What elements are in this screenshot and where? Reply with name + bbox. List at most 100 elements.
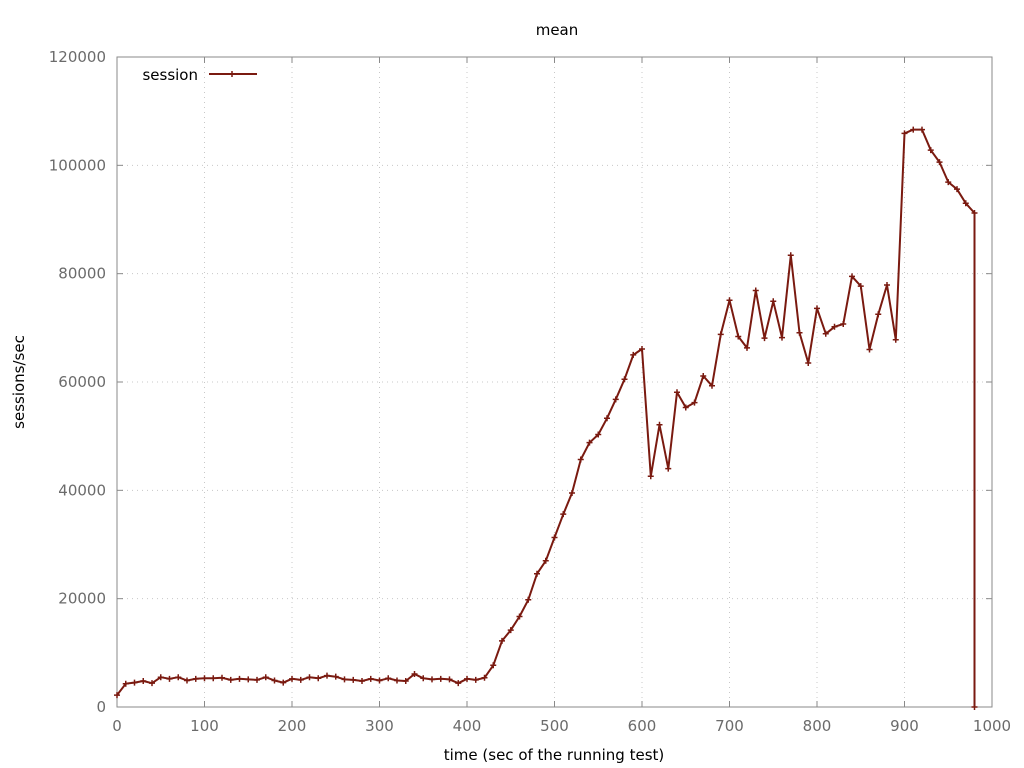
data-point xyxy=(455,680,462,687)
data-point xyxy=(577,456,584,463)
data-point xyxy=(446,676,453,683)
x-tick-label: 300 xyxy=(365,717,394,735)
data-point xyxy=(184,677,190,684)
data-point xyxy=(534,570,540,577)
data-point xyxy=(621,376,628,383)
data-point xyxy=(840,321,847,328)
data-point xyxy=(700,373,707,380)
data-point xyxy=(420,675,427,682)
series-layer xyxy=(114,126,978,710)
data-point xyxy=(131,679,138,686)
legend-marker-session xyxy=(229,71,235,77)
data-point xyxy=(945,179,952,186)
data-point xyxy=(682,404,689,411)
y-tick-labels: 0 20000 40000 60000 80000 100000 120000 xyxy=(49,48,106,716)
y-tick-label: 120000 xyxy=(49,48,106,66)
data-point xyxy=(831,323,838,330)
data-point xyxy=(297,676,304,683)
data-point xyxy=(376,677,383,684)
data-point xyxy=(359,678,365,684)
data-point xyxy=(735,333,742,340)
data-point xyxy=(761,335,768,342)
data-point xyxy=(114,692,120,699)
data-point xyxy=(805,360,812,367)
data-point xyxy=(551,534,558,541)
data-point xyxy=(560,511,567,518)
data-point xyxy=(849,273,855,280)
grid-lines xyxy=(117,57,992,707)
data-point xyxy=(884,282,890,289)
x-tick-label: 1000 xyxy=(973,717,1011,735)
y-tick-label: 20000 xyxy=(58,590,106,608)
data-point xyxy=(919,126,925,133)
data-point xyxy=(612,396,619,403)
data-point xyxy=(857,283,864,290)
data-point xyxy=(866,346,873,353)
legend: session xyxy=(142,66,257,84)
data-point xyxy=(227,676,234,683)
data-point xyxy=(490,662,497,669)
data-point xyxy=(647,473,654,480)
data-point xyxy=(674,389,680,396)
data-point xyxy=(954,186,960,193)
x-tick-label: 700 xyxy=(715,717,744,735)
data-point xyxy=(219,674,225,681)
x-tick-label: 900 xyxy=(890,717,919,735)
data-point xyxy=(630,351,637,358)
data-point xyxy=(927,147,934,154)
data-point xyxy=(910,126,917,133)
data-point xyxy=(385,675,392,682)
data-point xyxy=(507,627,514,634)
data-point xyxy=(262,674,269,681)
legend-label-session: session xyxy=(142,66,198,84)
data-point xyxy=(367,675,374,682)
data-point xyxy=(726,297,733,304)
data-point xyxy=(122,680,129,687)
data-point xyxy=(157,674,164,681)
x-tick-label: 400 xyxy=(453,717,482,735)
x-tick-label: 200 xyxy=(278,717,307,735)
y-tick-label: 100000 xyxy=(49,156,106,174)
data-point xyxy=(717,331,724,338)
data-point xyxy=(464,675,470,682)
data-point xyxy=(402,678,409,684)
data-point xyxy=(822,330,829,337)
data-point xyxy=(315,675,322,682)
data-point xyxy=(901,130,908,137)
data-point xyxy=(770,298,777,305)
data-point xyxy=(779,334,785,341)
data-point xyxy=(569,490,575,497)
data-point xyxy=(140,678,147,684)
data-point xyxy=(175,674,182,681)
data-point xyxy=(665,465,672,472)
y-tick-label: 40000 xyxy=(58,481,106,499)
data-point xyxy=(201,675,208,682)
data-point xyxy=(691,399,698,406)
data-point xyxy=(472,676,479,683)
data-point xyxy=(280,679,287,686)
data-point xyxy=(350,676,357,683)
chart-title: mean xyxy=(536,21,579,39)
y-tick-label: 0 xyxy=(96,698,106,716)
x-tick-label: 500 xyxy=(540,717,569,735)
y-tick-label: 60000 xyxy=(58,373,106,391)
x-axis-label: time (sec of the running test) xyxy=(444,746,665,764)
data-point xyxy=(542,557,549,564)
data-point xyxy=(192,675,199,682)
data-point xyxy=(875,311,882,318)
y-tick-label: 80000 xyxy=(58,265,106,283)
data-point xyxy=(604,415,610,422)
data-point xyxy=(971,210,978,216)
data-point xyxy=(210,675,217,682)
x-tick-label: 600 xyxy=(628,717,657,735)
data-point xyxy=(149,680,155,687)
series-line-session xyxy=(116,128,976,707)
data-point xyxy=(411,670,418,677)
axis-ticks xyxy=(116,56,993,708)
data-point xyxy=(814,305,820,312)
data-point xyxy=(709,382,715,389)
data-point xyxy=(971,704,978,710)
data-point xyxy=(752,287,759,294)
data-point xyxy=(744,344,750,351)
